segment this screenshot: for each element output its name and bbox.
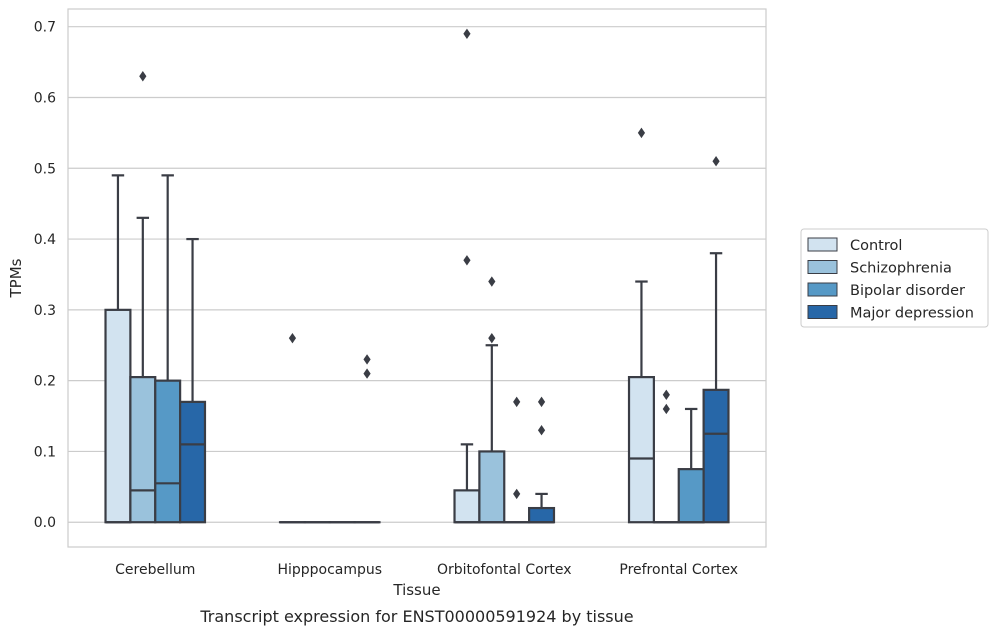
outlier-point	[463, 255, 471, 266]
y-tick-label: 0.2	[34, 374, 56, 390]
x-tick-label: Prefrontal Cortex	[619, 562, 738, 578]
legend: Control Schizophrenia Bipolar disorder Majo…	[800, 228, 989, 328]
outlier-point	[363, 354, 371, 365]
box-body	[179, 400, 207, 524]
legend-label: Control	[850, 238, 902, 254]
box-body	[627, 376, 655, 524]
box-body	[528, 506, 556, 524]
outlier-point	[712, 155, 720, 167]
legend-frame	[800, 228, 989, 328]
plot-frame	[67, 8, 767, 548]
outlier-point	[488, 332, 496, 344]
box-body	[478, 450, 506, 524]
legend-label: Bipolar disorder	[850, 283, 965, 299]
box-0-3	[179, 237, 207, 524]
x-tick-label: Hipppocampus	[277, 562, 382, 578]
y-axis-ticks: 0.0 0.1 0.2 0.3 0.4 0.5 0.6 0.7	[34, 20, 56, 532]
y-tick-label: 0.0	[34, 515, 56, 531]
x-tick-label: Cerebellum	[115, 562, 195, 578]
legend-label: Major depression	[850, 306, 974, 322]
outlier-point	[363, 368, 371, 379]
box-0-2	[154, 174, 182, 524]
x-axis-ticks: Cerebellum Hipppocampus Orbitofontal Corte…	[115, 562, 738, 578]
outlier-point	[513, 488, 521, 500]
legend-swatch	[807, 305, 838, 319]
y-axis-label: TPMs	[7, 258, 25, 298]
legend-swatch	[807, 260, 838, 274]
box-2-0	[453, 28, 481, 524]
y-tick-label: 0.7	[34, 20, 56, 36]
y-tick-label: 0.4	[34, 232, 56, 248]
box-body	[702, 388, 730, 524]
outlier-point	[463, 28, 471, 39]
outlier-point	[662, 403, 670, 415]
outlier-point	[637, 127, 646, 139]
box-3-0	[627, 127, 655, 524]
outlier-point	[139, 71, 147, 82]
outlier-point	[513, 396, 521, 408]
outlier-point	[537, 424, 546, 436]
legend-swatch	[807, 282, 838, 297]
box-2-3	[528, 396, 556, 524]
y-tick-label: 0.3	[34, 303, 56, 319]
box-body	[677, 468, 705, 524]
y-tick-label: 0.1	[34, 444, 56, 460]
x-tick-label: Orbitofontal Cortex	[437, 562, 572, 578]
outlier-point	[537, 396, 546, 408]
box-body	[104, 308, 132, 524]
box-1-3	[353, 354, 381, 524]
box-plots	[104, 28, 730, 524]
outlier-point	[288, 332, 297, 344]
chart-caption: Transcript expression for ENST0000059192…	[199, 607, 633, 626]
box-body	[453, 489, 481, 524]
box-1-0	[278, 332, 306, 524]
y-tick-label: 0.5	[34, 161, 56, 177]
outlier-point	[488, 276, 496, 287]
y-tick-label: 0.6	[34, 90, 56, 106]
box-body	[129, 376, 157, 524]
legend-label: Schizophrenia	[850, 261, 952, 277]
box-2-1	[478, 276, 506, 524]
box-0-1	[129, 71, 157, 524]
x-axis-label: Tissue	[392, 581, 440, 599]
box-3-3	[702, 155, 730, 524]
box-body	[154, 379, 182, 524]
outlier-point	[662, 389, 670, 401]
legend-swatch	[807, 237, 838, 252]
box-2-2	[503, 396, 531, 524]
